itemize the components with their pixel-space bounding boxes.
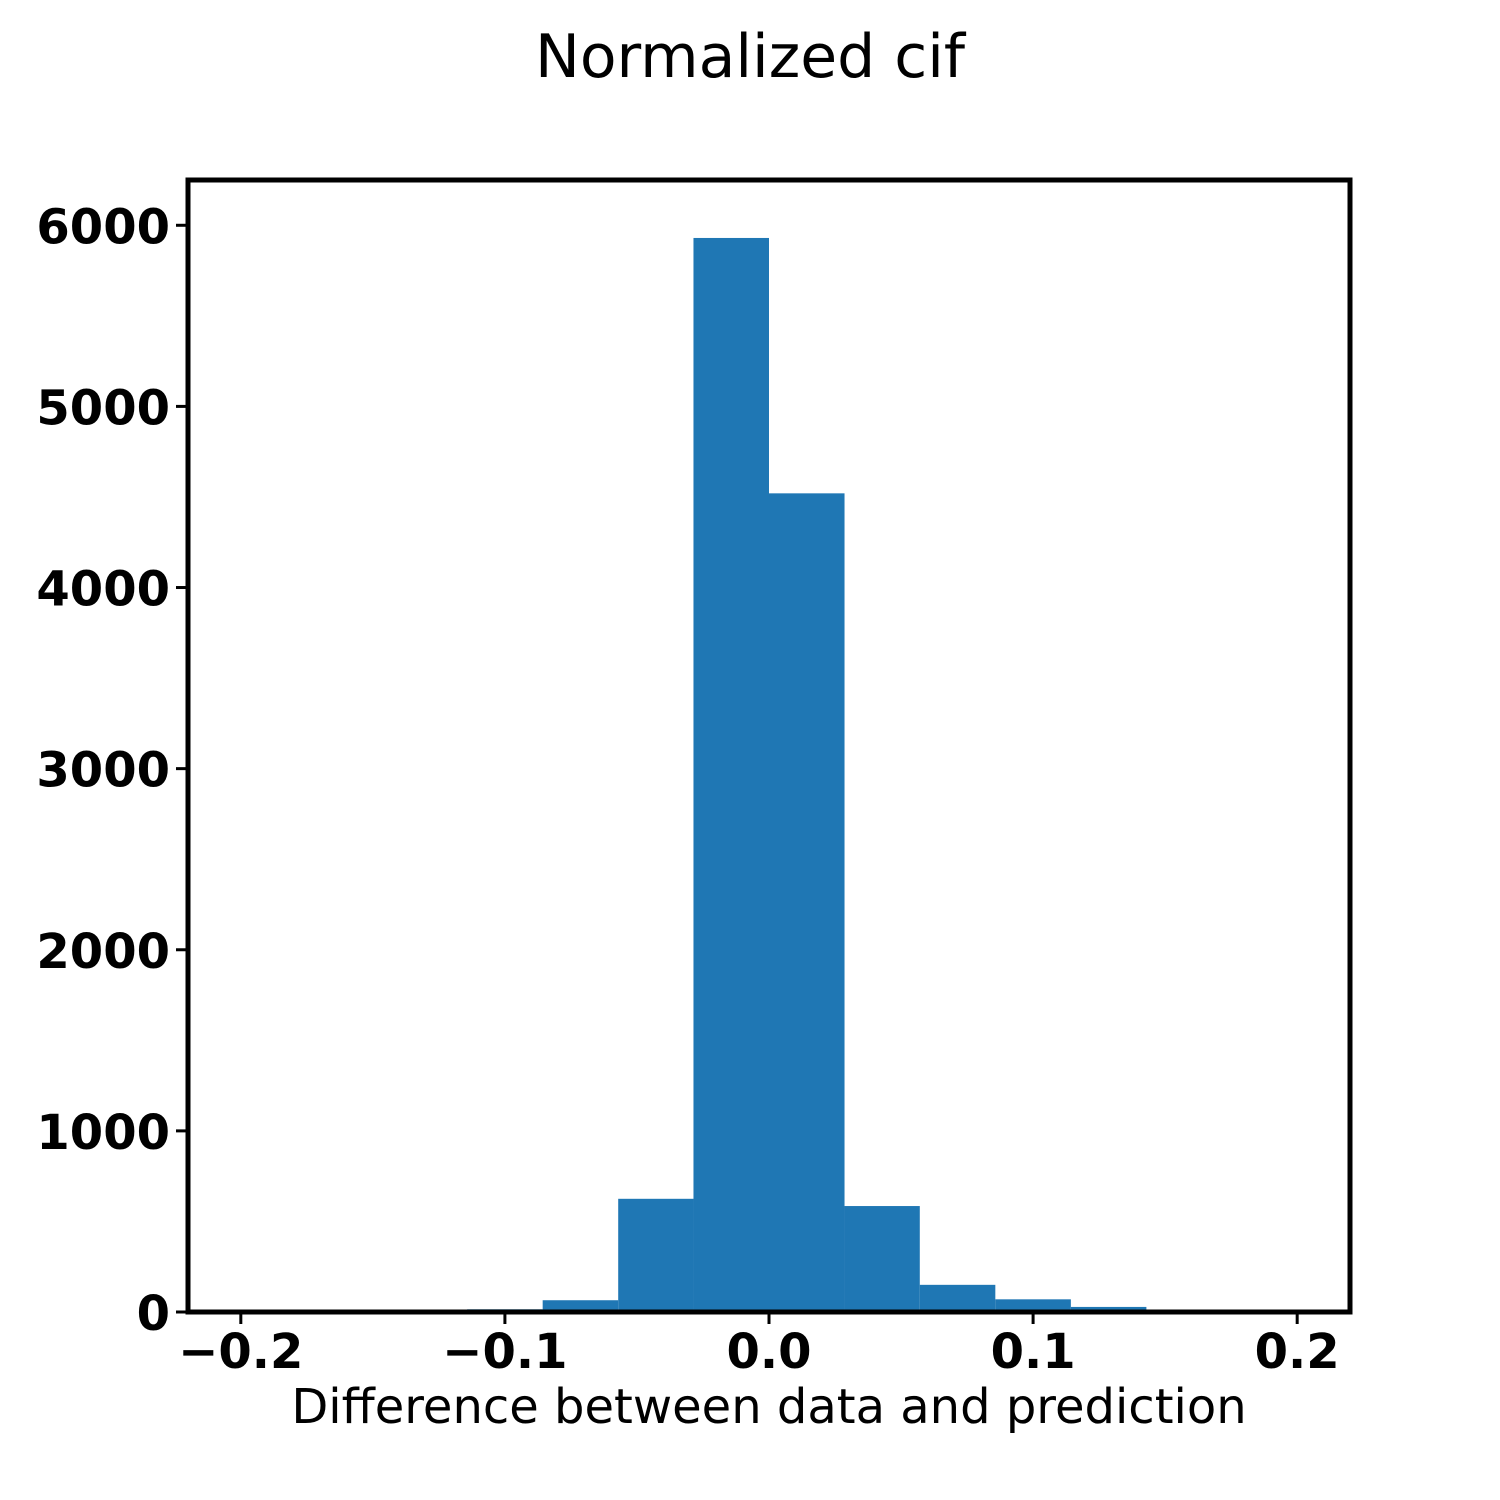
x-tick-label: 0.2 [1255,1324,1340,1380]
y-tick-label: 4000 [36,562,170,618]
y-tick-label: 3000 [36,743,170,799]
y-tick-label: 2000 [36,924,170,980]
histogram-bar-5 [618,1198,694,1312]
histogram-bar-6 [693,237,769,1313]
y-tick-label: 1000 [36,1105,170,1161]
y-tick-label: 0 [137,1286,170,1342]
histogram-bar-9 [919,1284,996,1312]
x-tick-label: 0.0 [726,1324,811,1380]
y-tick-label: 6000 [36,199,170,255]
x-tick-label: −0.2 [178,1324,303,1380]
x-tick-label: −0.1 [442,1324,567,1380]
plot-frame [185,177,1353,1315]
chart-title: Normalized cif [535,22,967,92]
x-axis-ticks: −0.2 −0.1 0.0 0.1 0.2 [178,1312,1340,1380]
x-axis-label: Difference between data and prediction [291,1379,1246,1435]
histogram-bar-10 [995,1299,1071,1312]
y-tick-label: 5000 [36,380,170,436]
x-tick-label: 0.1 [991,1324,1076,1380]
histogram-bar-8 [844,1206,920,1312]
histogram-bar-11 [1070,1306,1147,1312]
histogram-bar-4 [542,1300,619,1312]
histogram-bar-7 [769,493,845,1312]
histogram-bars [240,237,1222,1313]
y-axis-ticks: 0 1000 2000 3000 4000 5000 6000 [36,199,188,1342]
